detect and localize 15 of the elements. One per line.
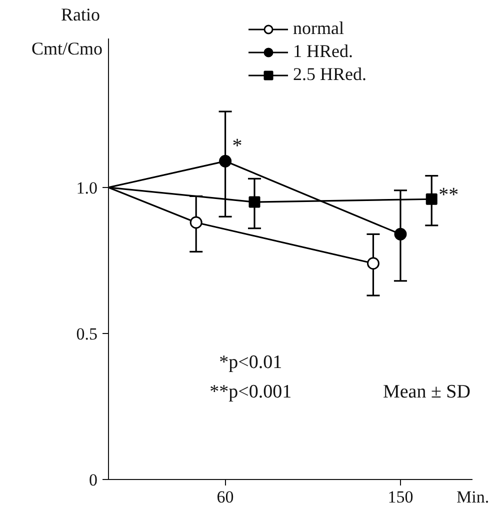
annotation: Mean ± SD	[382, 381, 470, 402]
legend-label: 2.5 HRed.	[293, 64, 366, 85]
annotation: *	[232, 135, 242, 158]
y-axis-title: Ratio Cmt/Cmo	[31, 4, 102, 58]
legend-label: 1 HRed.	[293, 41, 353, 62]
annotation: **p<0.001	[210, 381, 292, 402]
y-tick-label: 0	[89, 470, 98, 490]
legend-label: normal	[293, 18, 344, 39]
y-tick-label: 0.5	[76, 324, 98, 344]
annotation: **	[438, 184, 459, 206]
x-tick-label: 60	[216, 488, 234, 506]
annotation: *p<0.01	[219, 352, 282, 374]
x-tick-label: 150	[388, 488, 414, 506]
x-axis-title: Min.	[456, 488, 490, 506]
y-tick-label: 1.0	[76, 178, 98, 198]
